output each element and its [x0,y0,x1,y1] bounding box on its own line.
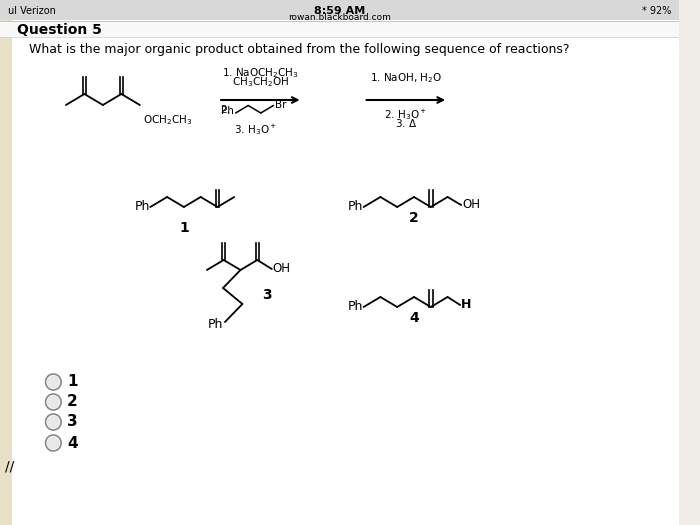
Text: H: H [461,298,472,310]
Text: OH: OH [462,198,480,212]
Text: 2: 2 [409,211,419,225]
Text: 2: 2 [67,394,78,410]
Text: 3: 3 [262,288,272,302]
Circle shape [47,436,60,449]
Text: Ph: Ph [135,201,150,214]
Text: Ph: Ph [208,318,223,331]
Text: 3. $\Delta$: 3. $\Delta$ [395,117,417,129]
Text: What is the major organic product obtained from the following sequence of reacti: What is the major organic product obtain… [29,43,570,56]
Text: Ph: Ph [220,106,234,116]
FancyBboxPatch shape [0,20,12,525]
Circle shape [47,415,60,428]
Text: 1. NaOH, H$_2$O: 1. NaOH, H$_2$O [370,71,442,85]
Text: 1. NaOCH$_2$CH$_3$: 1. NaOCH$_2$CH$_3$ [222,66,299,80]
Text: 1: 1 [179,221,189,235]
Text: Question 5: Question 5 [18,23,102,37]
Text: 1: 1 [67,374,78,390]
Text: 3: 3 [67,415,78,429]
Text: 4: 4 [67,436,78,450]
FancyBboxPatch shape [0,21,679,37]
Text: OCH$_2$CH$_3$: OCH$_2$CH$_3$ [143,113,192,127]
Text: 4: 4 [409,311,419,325]
Text: //: // [5,460,14,474]
Text: * 92%: * 92% [642,6,671,16]
Text: Ph: Ph [348,201,363,214]
Circle shape [47,395,60,408]
Text: CH$_3$CH$_2$OH: CH$_3$CH$_2$OH [232,75,289,89]
FancyBboxPatch shape [0,0,679,20]
Text: 8:59 AM: 8:59 AM [314,6,365,16]
Text: 2. H$_3$O$^+$: 2. H$_3$O$^+$ [384,107,427,122]
Text: 3. H$_3$O$^+$: 3. H$_3$O$^+$ [234,122,277,137]
Circle shape [47,375,60,388]
Text: Br: Br [275,100,287,110]
FancyBboxPatch shape [0,20,679,525]
Text: 2.: 2. [220,105,230,115]
Text: Ph: Ph [348,300,363,313]
Text: ul Verizon: ul Verizon [8,6,55,16]
Text: OH: OH [273,262,290,276]
Text: rowan.blackboard.com: rowan.blackboard.com [288,14,391,23]
